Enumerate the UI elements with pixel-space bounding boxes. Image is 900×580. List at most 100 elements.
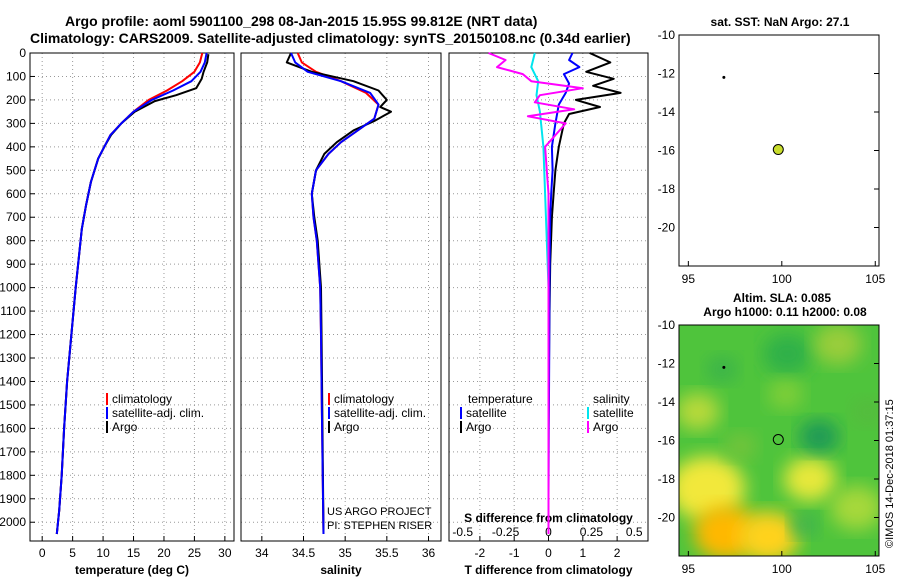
climatology-temperature-line — [55, 52, 204, 535]
legend-satellite-label: satellite-adj. clim. — [334, 406, 426, 420]
y-tick-label: 2000 — [0, 515, 26, 529]
previous-position-dot — [722, 75, 726, 79]
heatmap-blob — [724, 432, 757, 460]
legend-satellite-label: satellite-adj. clim. — [112, 406, 204, 420]
x-tick-label: 1 — [579, 546, 586, 560]
profile-position-marker — [772, 434, 784, 446]
figure-title-line2: Climatology: CARS2009. Satellite-adjuste… — [30, 30, 631, 46]
temperature-panel: 0 5 10 15 20 25 300100200300400500600700800900… — [0, 46, 235, 577]
x-tick-label: 100 — [772, 272, 792, 286]
panel-frame — [240, 52, 442, 542]
sst-map-panel: sat. SST: NaN Argo: 27.1 -10 -12 -14 -16 -18 -… — [658, 15, 886, 286]
profile-position-marker — [772, 144, 784, 156]
x-tick-label: 5 — [69, 546, 76, 560]
x-tick-label: 0 — [39, 546, 46, 560]
x-tick-label: 2 — [614, 546, 621, 560]
legend-t-argo-label: Argo — [466, 420, 492, 434]
legend-t-satellite-label: satellite — [466, 406, 507, 420]
y-tick-label: -16 — [658, 434, 676, 448]
difference-panel: -2 -1 0 1 2 T difference from climatology -0.5… — [448, 52, 649, 577]
x-tick-label: 20 — [157, 546, 171, 560]
y-tick-label: 100 — [6, 69, 26, 83]
x-tick-label-salinity: 0.5 — [626, 525, 643, 539]
y-tick-label: -16 — [658, 144, 676, 158]
project-annotation: US ARGO PROJECT — [327, 506, 432, 518]
y-tick-label: 1800 — [0, 468, 26, 482]
sla-heatmap — [679, 325, 879, 556]
x-tick-label: 34 — [255, 546, 269, 560]
y-tick-label: 900 — [6, 257, 26, 271]
heatmap-blob — [799, 419, 840, 454]
satellite-temperature-line — [55, 52, 208, 535]
y-tick-label: -18 — [658, 472, 676, 486]
y-tick-label: -10 — [658, 28, 676, 42]
heatmap-blob — [679, 456, 746, 521]
argo-salinity-line — [285, 52, 392, 535]
y-tick-label: -18 — [658, 182, 676, 196]
x-axis-label: salinity — [320, 563, 362, 577]
legend-salinity-heading: salinity — [593, 392, 630, 406]
y-tick-label: 600 — [6, 187, 26, 201]
legend-s-satellite-label: satellite — [593, 406, 634, 420]
legend-argo-label: Argo — [112, 420, 138, 434]
y-tick-label: 1200 — [0, 328, 26, 342]
pi-annotation: PI: STEPHEN RISER — [327, 520, 432, 532]
x-tick-label-salinity: -0.25 — [492, 525, 520, 539]
x-tick-label: 10 — [96, 546, 110, 560]
sla-map-title: Altim. SLA: 0.085 — [733, 291, 831, 305]
x-tick-label: 36 — [422, 546, 436, 560]
x-tick-label: 35 — [338, 546, 352, 560]
satellite-salinity-line — [290, 52, 380, 535]
y-tick-label: 1500 — [0, 398, 26, 412]
x-tick-label: -2 — [475, 546, 486, 560]
heatmap-blob — [738, 511, 799, 556]
y-tick-label: 1000 — [0, 281, 26, 295]
x-tick-label: 15 — [127, 546, 141, 560]
legend-climatology-label: climatology — [112, 392, 172, 406]
x-tick-label: 100 — [772, 562, 792, 576]
x-tick-label-salinity: 0.25 — [580, 525, 604, 539]
x-tick-label: 95 — [682, 562, 696, 576]
salinity-panel: 34 34.5 35 35.5 36 salinity climatologysatelli… — [240, 52, 442, 577]
heatmap-blob — [783, 456, 836, 502]
y-tick-label: 1300 — [0, 351, 26, 365]
heatmap-blob — [830, 485, 879, 530]
y-tick-label: -12 — [658, 357, 676, 371]
x-tick-label: 0 — [545, 546, 552, 560]
y-tick-label: -14 — [658, 105, 676, 119]
y-tick-label: 700 — [6, 210, 26, 224]
argo-temperature-difference-line — [547, 52, 622, 534]
heatmap-blob — [705, 355, 738, 383]
x-tick-label: 105 — [865, 562, 885, 576]
heatmap-blob — [813, 325, 862, 365]
y-tick-label: 1400 — [0, 374, 26, 388]
legend-temperature-heading: temperature — [468, 392, 533, 406]
figure-title-line1: Argo profile: aoml 5901100_298 08-Jan-20… — [65, 13, 537, 29]
x-tick-label: 25 — [188, 546, 202, 560]
x-axis-label: T difference from climatology — [464, 563, 632, 577]
sst-map-title: sat. SST: NaN Argo: 27.1 — [711, 15, 850, 29]
y-tick-label: 0 — [19, 46, 26, 60]
x-tick-label: 34.5 — [292, 546, 316, 560]
y-tick-label: 1900 — [0, 492, 26, 506]
y-tick-label: 1700 — [0, 445, 26, 459]
argo-salinity-difference-line — [488, 52, 584, 534]
argo-temperature-line — [55, 54, 210, 535]
heatmap-blob — [851, 398, 879, 426]
legend-climatology-label: climatology — [334, 392, 394, 406]
y-tick-label: -10 — [658, 318, 676, 332]
heatmap-blob — [767, 379, 804, 410]
y-tick-label: 800 — [6, 234, 26, 248]
heatmap-blob — [790, 513, 819, 538]
panel-frame — [29, 52, 235, 542]
y-tick-label: -12 — [658, 67, 676, 81]
heatmap-blob — [763, 333, 812, 375]
y-tick-label: 500 — [6, 163, 26, 177]
x-tick-label: 30 — [218, 546, 232, 560]
imos-stamp: ©IMOS 14-Dec-2018 01:37:15 — [884, 399, 896, 548]
y-tick-label: 400 — [6, 140, 26, 154]
x-tick-label-salinity: -0.5 — [452, 525, 473, 539]
y-tick-label: 300 — [6, 116, 26, 130]
